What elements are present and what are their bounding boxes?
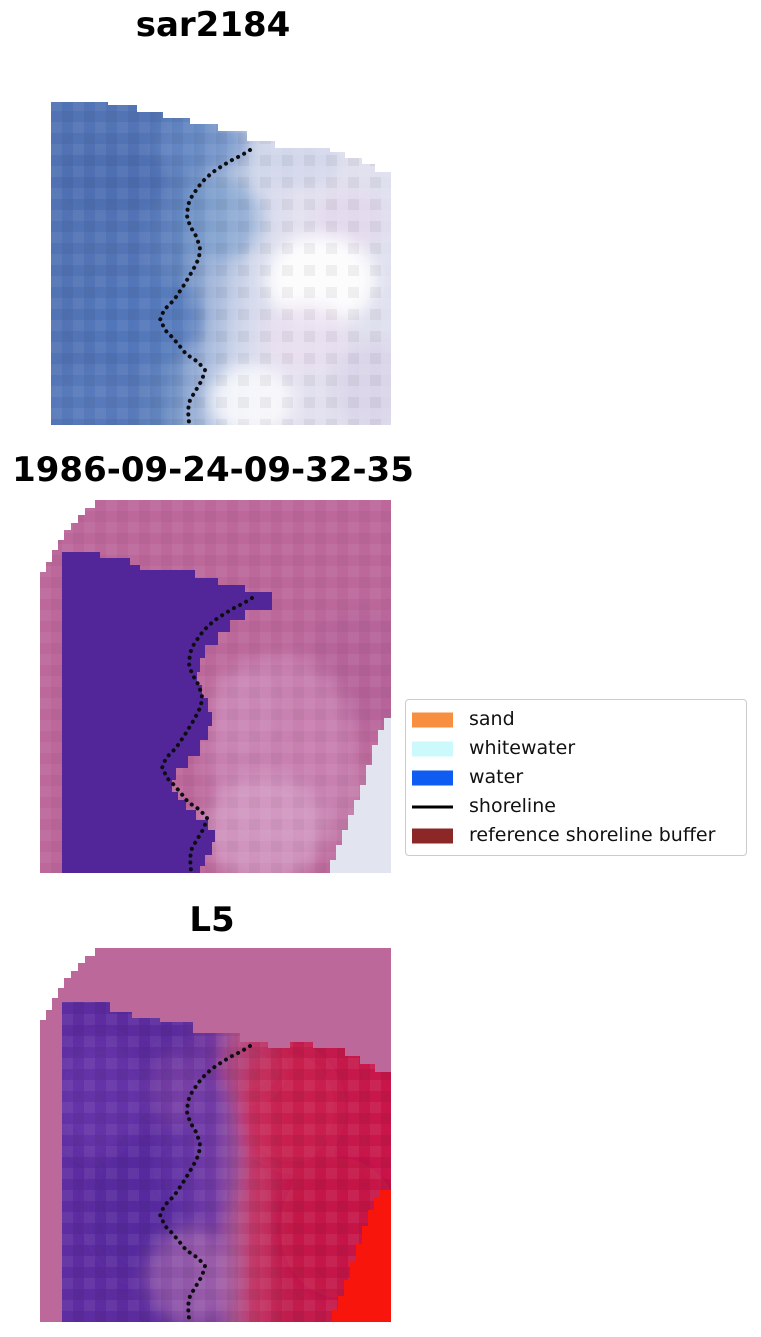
panel-classified-scene [40,500,391,873]
water-swatch-icon [412,770,453,785]
outside-buffer-white-wedge [330,718,391,873]
legend-row-sand: sand [412,705,738,734]
sar-image [51,100,391,425]
water-in-buffer-purple-region [62,552,272,873]
l5-shoreline-dotted-line [157,1044,252,1321]
legend-label-shoreline: shoreline [469,795,556,817]
panel-sar2184 [51,100,391,425]
sar-shoreline-dotted-line [157,148,252,425]
sar-footprint-mask [51,100,391,172]
sand-swatch-icon [412,712,453,727]
classified-image [40,500,391,873]
legend-label-sand: sand [469,708,515,730]
classified-shoreline-dotted-line [159,596,254,873]
legend-row-water: water [412,763,738,792]
shoreline-line-icon [412,805,453,808]
legend-label-whitewater: whitewater [469,737,576,759]
legend-label-reference-buffer: reference shoreline buffer [469,824,716,846]
reference-buffer-swatch-icon [412,828,453,843]
legend-row-shoreline: shoreline [412,792,738,821]
classified-footprint-mask [40,500,95,572]
panel-title-sar2184: sar2184 [135,5,291,45]
panel-title-date: 1986-09-24-09-32-35 [12,450,414,490]
panel-l5 [40,948,391,1322]
l5-footprint-mask [40,948,95,1020]
sar-pixelation [51,100,391,425]
panel-title-l5: L5 [189,900,235,940]
legend: sand whitewater water shoreline referenc… [405,699,747,856]
legend-row-reference-buffer: reference shoreline buffer [412,821,738,850]
legend-row-whitewater: whitewater [412,734,738,763]
l5-bright-red-sand-wedge [332,1190,391,1322]
legend-label-water: water [469,766,524,788]
whitewater-swatch-icon [412,741,453,756]
l5-image [40,948,391,1322]
